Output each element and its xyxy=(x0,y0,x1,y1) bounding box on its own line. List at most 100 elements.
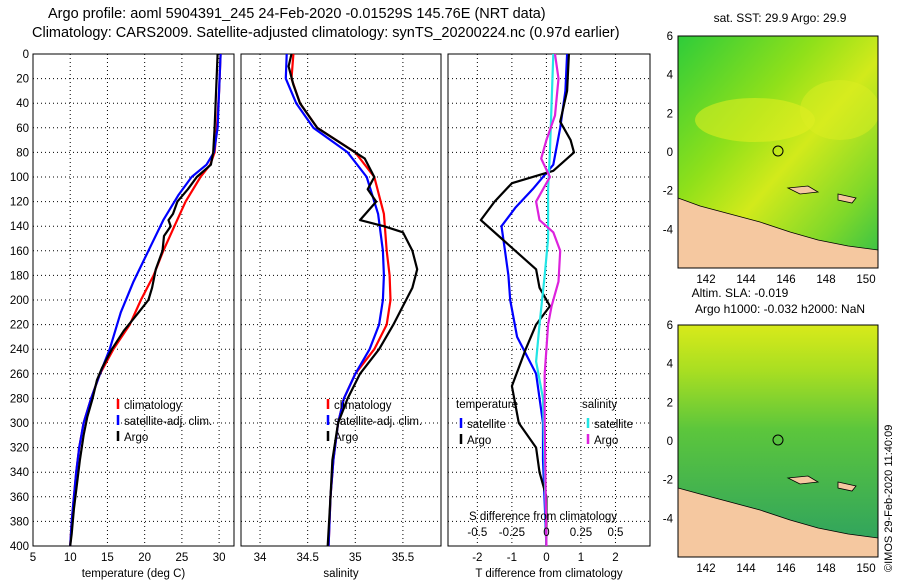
depth-tick-label: 260 xyxy=(10,369,29,381)
map-lat-tick-label: -2 xyxy=(663,475,673,487)
map-lat-tick-label: 4 xyxy=(667,359,674,371)
temperature-panel: 0 20 40 60 80 100 120 140 160 180 200 220 240 260 280 3… xyxy=(10,49,235,580)
map-lat-tick-label: 2 xyxy=(667,108,673,120)
map-lat-tick-label: 2 xyxy=(667,397,673,409)
legend-label: Argo xyxy=(334,432,358,444)
map-lon-tick-label: 146 xyxy=(776,563,795,575)
map-lat-tick-label: 0 xyxy=(667,147,673,159)
x-tick-label: 20 xyxy=(138,552,151,564)
legend-label: satellite-adj. clim. xyxy=(334,416,422,428)
x-axis-label-top: S difference from climatology xyxy=(469,511,617,523)
series-line-argo xyxy=(69,53,219,547)
series-line-s-argo xyxy=(534,53,562,547)
salinity-panel: 34 34.5 35 35.5 salinity climatology satellite… xyxy=(240,53,442,580)
depth-tick-label: 200 xyxy=(10,295,29,307)
map-lon-tick-label: 144 xyxy=(736,274,756,286)
imos-timestamp: ©IMOS 29-Feb-2020 11:40:09 xyxy=(883,424,895,572)
map-lat-tick-label: 6 xyxy=(667,31,673,43)
map-lat-tick-label: 4 xyxy=(667,70,674,82)
x-tick-label-top: -0.5 xyxy=(467,527,487,539)
island xyxy=(786,475,820,485)
series-line-argo xyxy=(287,53,419,547)
land-new-guinea xyxy=(678,487,878,557)
island xyxy=(837,481,857,492)
depth-tick-label: 80 xyxy=(16,147,29,159)
x-tick-label-top: -0.25 xyxy=(499,527,525,539)
map-lon-tick-label: 148 xyxy=(816,563,835,575)
x-tick-label: 10 xyxy=(64,552,77,564)
x-tick-label: 35.5 xyxy=(392,552,414,564)
map-lon-tick-label: 142 xyxy=(696,274,715,286)
x-tick-label: -1 xyxy=(507,552,517,564)
sla-map-frame xyxy=(677,324,879,558)
depth-tick-label: 160 xyxy=(10,246,29,258)
depth-tick-label: 60 xyxy=(16,123,29,135)
sst-map: sat. SST: 29.9 Argo: 29.9 142 144 146 148 15… xyxy=(663,11,879,286)
depth-tick-label: 240 xyxy=(10,344,29,356)
map-lat-tick-label: -4 xyxy=(663,224,674,236)
island xyxy=(786,185,820,195)
x-tick-label: 35 xyxy=(349,552,362,564)
figure-title-line-2: Climatology: CARS2009. Satellite-adjuste… xyxy=(32,25,620,41)
x-tick-label: 25 xyxy=(175,552,188,564)
depth-tick-label: 400 xyxy=(10,541,29,553)
depth-tick-label: 120 xyxy=(10,197,29,209)
depth-tick-label: 320 xyxy=(10,443,29,455)
map-lat-tick-label: -4 xyxy=(663,513,674,525)
legend-label: Argo xyxy=(467,435,491,447)
x-tick-label-top: 0 xyxy=(543,527,549,539)
legend-title-temperature: temperature xyxy=(456,399,518,411)
argo-location-marker xyxy=(772,145,784,157)
legend-label: satellite xyxy=(594,419,633,431)
series-line-t-argo xyxy=(479,53,576,546)
x-tick-label-top: 0.25 xyxy=(570,527,592,539)
x-tick-label: 5 xyxy=(30,552,36,564)
x-tick-label: 0 xyxy=(543,552,549,564)
depth-tick-label: 220 xyxy=(10,320,29,332)
map-lat-tick-label: 0 xyxy=(667,436,673,448)
map-lon-tick-label: 150 xyxy=(856,274,875,286)
figure-title-line-1: Argo profile: aoml 5904391_245 24-Feb-20… xyxy=(48,6,546,22)
sst-warm-patch xyxy=(800,80,878,140)
map-lon-tick-label: 142 xyxy=(696,563,715,575)
island xyxy=(837,193,857,204)
x-axis-label: temperature (deg C) xyxy=(82,568,186,580)
x-tick-label: 1 xyxy=(578,552,584,564)
difference-panel: -2 -1 0 1 2 T difference from climatology temp… xyxy=(447,53,651,580)
map-lon-tick-label: 148 xyxy=(816,274,835,286)
x-tick-label: 34.5 xyxy=(296,552,318,564)
map-lon-tick-label: 144 xyxy=(736,563,756,575)
x-axis-label: T difference from climatology xyxy=(475,568,622,580)
depth-tick-label: 100 xyxy=(10,172,29,184)
x-tick-label: 2 xyxy=(612,552,618,564)
legend-label: Argo xyxy=(124,432,148,444)
map-lon-tick-label: 146 xyxy=(776,274,795,286)
legend-label: Argo xyxy=(594,435,618,447)
sst-map-title: sat. SST: 29.9 Argo: 29.9 xyxy=(714,11,847,25)
x-tick-label: 30 xyxy=(213,552,226,564)
map-lat-tick-label: -2 xyxy=(663,186,673,198)
depth-tick-label: 360 xyxy=(10,492,29,504)
depth-tick-label: 300 xyxy=(10,418,29,430)
sla-map: Altim. SLA: -0.019 Argo h1000: -0.032 h2… xyxy=(663,286,879,575)
legend-label: climatology xyxy=(334,400,392,412)
sst-map-frame xyxy=(677,35,879,269)
land-new-guinea xyxy=(678,197,878,268)
x-tick-label-top: 0.5 xyxy=(607,527,623,539)
map-lat-tick-label: 6 xyxy=(667,320,673,332)
map-lon-tick-label: 150 xyxy=(856,563,875,575)
depth-tick-label: 340 xyxy=(10,467,29,479)
depth-tick-label: 280 xyxy=(10,393,29,405)
sst-warm-patch xyxy=(695,98,815,142)
depth-tick-label: 140 xyxy=(10,221,29,233)
sla-map-title-2: Argo h1000: -0.032 h2000: NaN xyxy=(695,302,865,316)
depth-tick-label: 180 xyxy=(10,270,29,282)
legend-label: satellite xyxy=(467,419,506,431)
depth-tick-label: 380 xyxy=(10,516,29,528)
depth-tick-label: 0 xyxy=(23,49,29,61)
argo-location-marker xyxy=(772,434,784,446)
x-tick-label: 15 xyxy=(101,552,114,564)
x-axis-label: salinity xyxy=(323,568,358,580)
x-tick-label: -2 xyxy=(472,552,482,564)
